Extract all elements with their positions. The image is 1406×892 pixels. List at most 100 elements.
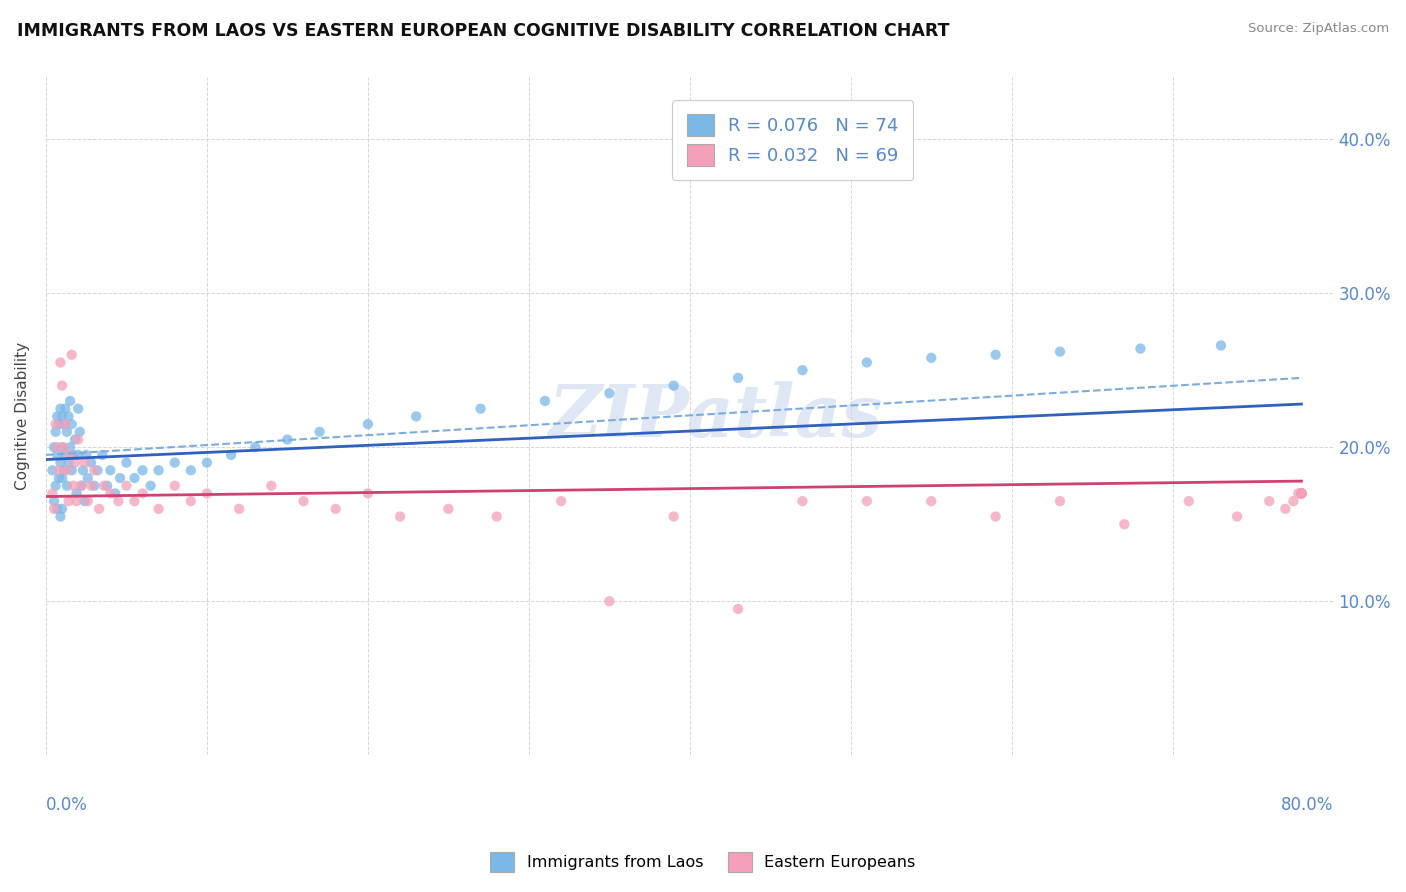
Point: [52, 440, 75, 454]
Point: [292, 494, 315, 508]
Point: [325, 501, 347, 516]
Point: [792, 363, 814, 377]
Point: [389, 509, 412, 524]
Point: [73, 456, 96, 470]
Point: [856, 355, 879, 369]
Point: [83, 479, 105, 493]
Text: Source: ZipAtlas.com: Source: ZipAtlas.com: [1249, 22, 1389, 36]
Point: [260, 479, 283, 493]
Point: [60, 463, 83, 477]
Point: [1291, 486, 1313, 500]
Point: [1114, 517, 1136, 532]
Point: [49, 401, 72, 416]
Point: [53, 401, 76, 416]
Point: [124, 471, 146, 485]
Point: [1291, 486, 1313, 500]
Point: [485, 509, 508, 524]
Point: [62, 448, 84, 462]
Point: [60, 348, 83, 362]
Point: [1291, 486, 1313, 500]
Point: [80, 479, 103, 493]
Point: [69, 425, 91, 439]
Point: [46, 409, 69, 424]
Point: [42, 494, 65, 508]
Point: [115, 479, 138, 493]
Point: [51, 471, 73, 485]
Point: [67, 448, 90, 462]
Text: ZIPatlas: ZIPatlas: [548, 381, 883, 452]
Point: [51, 440, 73, 454]
Point: [67, 433, 90, 447]
Point: [180, 494, 202, 508]
Point: [1286, 486, 1309, 500]
Point: [1291, 486, 1313, 500]
Point: [276, 433, 298, 447]
Point: [856, 494, 879, 508]
Point: [63, 433, 86, 447]
Point: [65, 494, 87, 508]
Point: [598, 594, 620, 608]
Point: [308, 425, 330, 439]
Point: [59, 440, 82, 454]
Point: [163, 456, 186, 470]
Point: [470, 401, 492, 416]
Point: [58, 409, 80, 424]
Point: [93, 479, 115, 493]
Point: [51, 378, 73, 392]
Point: [60, 417, 83, 431]
Point: [52, 463, 75, 477]
Point: [76, 494, 98, 508]
Point: [45, 425, 67, 439]
Point: [195, 456, 218, 470]
Point: [131, 486, 153, 500]
Point: [139, 479, 162, 493]
Text: IMMIGRANTS FROM LAOS VS EASTERN EUROPEAN COGNITIVE DISABILITY CORRELATION CHART: IMMIGRANTS FROM LAOS VS EASTERN EUROPEAN…: [17, 22, 949, 40]
Point: [163, 479, 186, 493]
Point: [1291, 486, 1313, 500]
Point: [70, 479, 93, 493]
Point: [1274, 501, 1296, 516]
Point: [107, 494, 129, 508]
Point: [42, 501, 65, 516]
Point: [96, 479, 118, 493]
Point: [48, 463, 70, 477]
Point: [52, 417, 75, 431]
Point: [357, 486, 380, 500]
Point: [1209, 338, 1232, 352]
Point: [984, 509, 1007, 524]
Point: [124, 494, 146, 508]
Point: [792, 494, 814, 508]
Point: [1291, 486, 1313, 500]
Point: [148, 501, 170, 516]
Point: [727, 602, 749, 616]
Point: [357, 417, 380, 431]
Point: [1258, 494, 1281, 508]
Point: [76, 471, 98, 485]
Point: [51, 409, 73, 424]
Point: [72, 463, 94, 477]
Point: [437, 501, 460, 516]
Point: [53, 417, 76, 431]
Point: [180, 463, 202, 477]
Point: [598, 386, 620, 401]
Point: [59, 394, 82, 409]
Point: [56, 463, 79, 477]
Point: [228, 501, 250, 516]
Point: [41, 463, 63, 477]
Point: [1282, 494, 1305, 508]
Point: [727, 371, 749, 385]
Point: [56, 425, 79, 439]
Y-axis label: Cognitive Disability: Cognitive Disability: [15, 343, 30, 491]
Point: [984, 348, 1007, 362]
Point: [405, 409, 427, 424]
Legend: Immigrants from Laos, Eastern Europeans: Immigrants from Laos, Eastern Europeans: [482, 844, 924, 880]
Text: 80.0%: 80.0%: [1281, 796, 1334, 814]
Point: [550, 494, 572, 508]
Point: [1226, 509, 1249, 524]
Point: [1291, 486, 1313, 500]
Point: [42, 440, 65, 454]
Point: [46, 501, 69, 516]
Point: [1129, 342, 1152, 356]
Point: [920, 351, 942, 365]
Point: [1291, 486, 1313, 500]
